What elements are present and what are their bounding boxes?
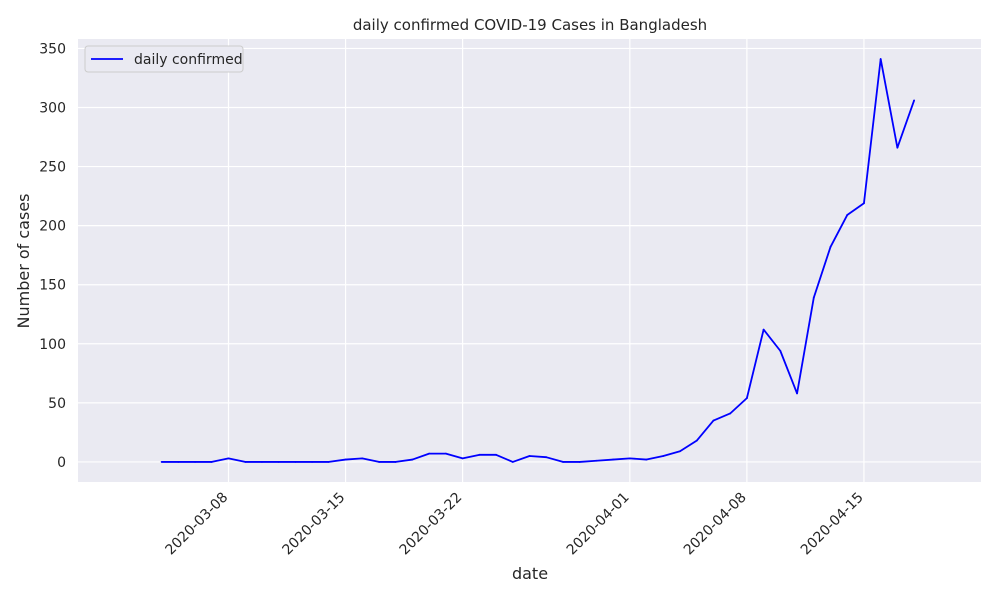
- data-point: [812, 296, 815, 299]
- data-point: [896, 146, 899, 149]
- data-point: [879, 58, 882, 60]
- x-tick-labels: 2020-03-08 2020-03-15 2020-03-22 2020-04-01…: [162, 490, 866, 559]
- data-point: [194, 461, 196, 463]
- data-point: [511, 461, 514, 463]
- data-point: [545, 456, 548, 459]
- data-point: [796, 392, 798, 395]
- data-point: [745, 397, 748, 400]
- x-axis-title: date: [512, 564, 548, 583]
- x-tick-label: 2020-04-01: [564, 490, 633, 559]
- y-tick-label: 150: [39, 278, 66, 294]
- data-point: [628, 457, 631, 460]
- y-tick-label: 200: [39, 219, 66, 235]
- data-point: [261, 461, 263, 463]
- y-tick-label: 250: [39, 160, 66, 176]
- data-point: [779, 349, 782, 352]
- legend: daily confirmed: [84, 45, 244, 73]
- y-tick-label: 300: [39, 101, 66, 117]
- data-point: [846, 214, 849, 216]
- data-point: [478, 453, 481, 456]
- data-point: [210, 461, 213, 463]
- data-point: [612, 458, 615, 461]
- data-point: [294, 461, 297, 463]
- data-point: [495, 453, 497, 456]
- legend-label: daily confirmed: [134, 52, 243, 68]
- data-point: [762, 328, 765, 331]
- x-tick-label: 2020-03-08: [162, 490, 231, 559]
- y-tick-label: 100: [39, 337, 66, 353]
- data-point: [344, 458, 347, 461]
- y-tick-labels: 0 50 100 150 200 250 300 350: [39, 41, 66, 470]
- y-axis-title: Number of cases: [14, 194, 33, 329]
- data-point: [679, 450, 681, 453]
- y-tick-label: 0: [57, 455, 66, 471]
- data-point: [327, 461, 330, 463]
- data-point: [595, 459, 598, 462]
- data-point: [645, 458, 648, 461]
- data-point: [662, 455, 665, 457]
- x-tick-label: 2020-04-08: [681, 490, 750, 559]
- data-point: [712, 419, 715, 422]
- data-point: [428, 452, 431, 455]
- data-point: [361, 457, 364, 460]
- data-point: [444, 452, 447, 455]
- data-points: [160, 58, 916, 463]
- x-tick-label: 2020-04-15: [798, 490, 867, 559]
- data-point: [177, 461, 180, 463]
- data-point: [378, 461, 380, 463]
- data-point: [461, 457, 464, 460]
- data-point: [277, 461, 280, 463]
- grid-lines: [78, 39, 981, 482]
- chart-title: daily confirmed COVID-19 Cases in Bangla…: [353, 16, 707, 34]
- data-point: [411, 458, 414, 461]
- data-point: [562, 461, 564, 463]
- data-point: [863, 202, 865, 205]
- y-tick-label: 50: [48, 396, 66, 412]
- data-point: [695, 439, 698, 442]
- data-point: [829, 246, 832, 248]
- x-tick-label: 2020-03-15: [280, 490, 349, 559]
- plot-area: [78, 39, 981, 482]
- data-point: [160, 461, 163, 463]
- legend-box: [84, 45, 244, 73]
- data-point: [913, 99, 916, 102]
- x-tick-label: 2020-03-22: [397, 490, 466, 559]
- data-point: [729, 412, 732, 415]
- data-point: [578, 461, 581, 463]
- data-point: [227, 457, 230, 460]
- data-point: [528, 455, 531, 457]
- data-point: [394, 461, 397, 463]
- data-point: [311, 461, 314, 463]
- series-line-daily-confirmed: [161, 58, 915, 463]
- data-point: [244, 461, 247, 463]
- y-tick-label: 350: [39, 41, 66, 57]
